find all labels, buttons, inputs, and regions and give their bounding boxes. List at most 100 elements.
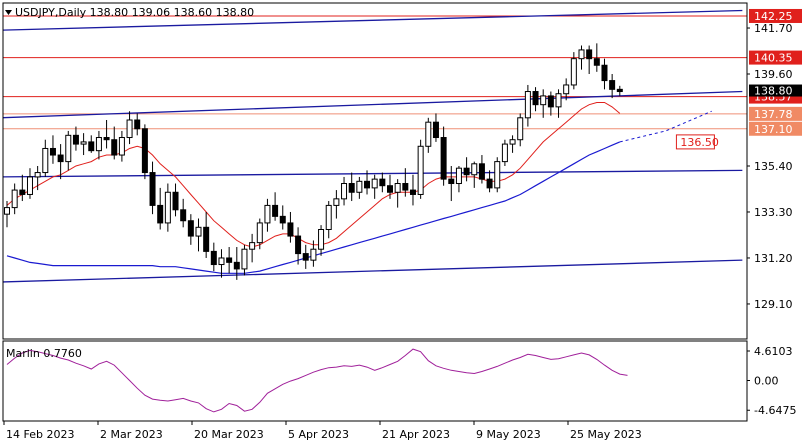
candle [95, 130, 102, 160]
level-badge-text: 137.78 [754, 108, 793, 121]
bull-candle-body [540, 95, 547, 106]
level-badge-box [749, 8, 802, 23]
candle [126, 111, 133, 145]
marlin-oscillator-line [6, 348, 628, 413]
candle [134, 113, 141, 136]
symbol-info-text: USDJPY,Daily 138.80 139.06 138.60 138.80 [15, 6, 254, 19]
candle [341, 176, 348, 206]
chart-title: USDJPY,Daily 138.80 139.06 138.60 138.80 [5, 6, 254, 19]
level-badge-box [749, 106, 802, 121]
candle [195, 218, 202, 252]
candle [609, 74, 616, 99]
candle [42, 139, 49, 177]
channel-line-4[interactable] [0, 259, 743, 283]
y-tick-label: 129.10 [754, 298, 793, 311]
bear-candle-body [348, 183, 355, 193]
candle [409, 174, 416, 206]
bull-candle-body [509, 139, 516, 145]
current-price-text: 138.80 [754, 85, 793, 98]
bear-candle-body [279, 215, 286, 224]
candle [302, 244, 309, 269]
candle [486, 170, 493, 193]
channel-line-1[interactable] [0, 9, 743, 31]
level-badge: 140.35 [749, 50, 802, 65]
x-tick-label: 14 Feb 2023 [6, 428, 74, 441]
candle [463, 157, 470, 182]
candle [241, 244, 248, 276]
candle [49, 135, 56, 164]
candle [333, 190, 340, 219]
bull-candle-body [333, 198, 340, 206]
candle [256, 218, 263, 250]
bull-candle-body [95, 137, 102, 152]
bear-candle-body [547, 95, 554, 108]
bull-candle-body [118, 137, 125, 156]
candle [180, 198, 187, 228]
bull-candle-body [218, 257, 225, 266]
current-price-badge: 138.80 [749, 84, 802, 98]
candle [540, 89, 547, 118]
bear-candle-body [302, 253, 309, 261]
bull-candle-body [471, 163, 478, 176]
bear-candle-body [616, 88, 623, 93]
candle [72, 126, 79, 151]
candle [478, 155, 485, 184]
bull-candle-body [494, 161, 501, 189]
candle [141, 124, 148, 180]
candle [218, 249, 225, 278]
candle [264, 198, 271, 232]
target-label: 136.50 [675, 134, 719, 150]
candle [402, 168, 409, 197]
candle [65, 130, 72, 171]
bear-candle-body [387, 185, 393, 193]
candle [547, 91, 554, 116]
candle [325, 201, 332, 239]
bull-candle-body [241, 248, 248, 270]
candle [555, 89, 562, 118]
level-badge-box [749, 121, 802, 136]
candle [272, 192, 279, 221]
candle [364, 170, 371, 195]
bull-candle-body [425, 121, 432, 147]
channel-line-3[interactable] [0, 169, 743, 178]
bull-candle-body [517, 117, 524, 141]
bear-candle-body [409, 189, 416, 195]
bull-candle-body [42, 147, 49, 174]
bear-candle-body [141, 128, 148, 174]
candle [310, 240, 317, 267]
candle [524, 84, 531, 127]
candle [578, 45, 585, 70]
bear-candle-body [180, 209, 187, 222]
dropdown-arrow-icon[interactable] [5, 10, 12, 15]
level-badge-text: 140.35 [754, 52, 793, 65]
candle [164, 183, 171, 232]
candle [379, 172, 386, 193]
bear-candle-body [593, 58, 600, 66]
bear-candle-body [103, 137, 110, 141]
bear-candle-body [172, 191, 179, 211]
candle [295, 227, 302, 265]
candle [80, 133, 87, 156]
bear-candle-body [203, 226, 210, 252]
bear-candle-body [19, 189, 26, 195]
bull-candle-body [264, 204, 271, 224]
bull-candle-body [555, 93, 562, 108]
bull-candle-body [356, 180, 363, 193]
current-price-box [749, 84, 802, 97]
bull-candle-body [455, 167, 462, 185]
candle [586, 45, 593, 75]
channel-line-2[interactable] [0, 90, 743, 119]
candle [118, 130, 125, 162]
price-frame [2, 2, 748, 340]
bull-candle-body [563, 84, 570, 95]
bear-candle-body [295, 235, 302, 255]
x-tick-label: 21 Apr 2023 [382, 428, 450, 441]
candle [88, 135, 95, 153]
candle [34, 165, 41, 191]
bear-candle-body [440, 137, 447, 180]
candle [440, 126, 447, 186]
bear-candle-body [49, 147, 56, 156]
candle [448, 165, 455, 202]
